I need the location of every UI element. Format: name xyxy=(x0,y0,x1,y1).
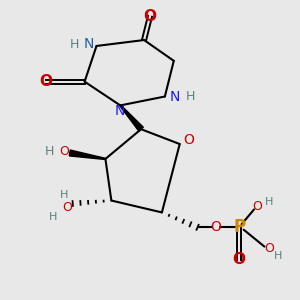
Text: N: N xyxy=(170,89,181,103)
Text: H: H xyxy=(44,145,54,158)
Text: O: O xyxy=(62,202,72,214)
Text: H: H xyxy=(49,212,58,222)
Text: H: H xyxy=(70,38,79,51)
Text: H: H xyxy=(185,90,195,103)
Text: O: O xyxy=(264,242,274,255)
Polygon shape xyxy=(120,105,143,131)
Text: H: H xyxy=(274,250,282,260)
Text: O: O xyxy=(252,200,262,213)
Text: O: O xyxy=(143,9,157,24)
Polygon shape xyxy=(69,150,106,160)
Text: O: O xyxy=(210,220,221,234)
Text: H: H xyxy=(265,197,273,207)
Text: P: P xyxy=(233,218,245,236)
Text: N: N xyxy=(115,104,125,118)
Text: O: O xyxy=(183,133,194,147)
Text: H: H xyxy=(60,190,68,200)
Text: O: O xyxy=(59,145,69,158)
Text: N: N xyxy=(84,38,94,52)
Text: O: O xyxy=(233,253,246,268)
Text: O: O xyxy=(40,74,52,89)
